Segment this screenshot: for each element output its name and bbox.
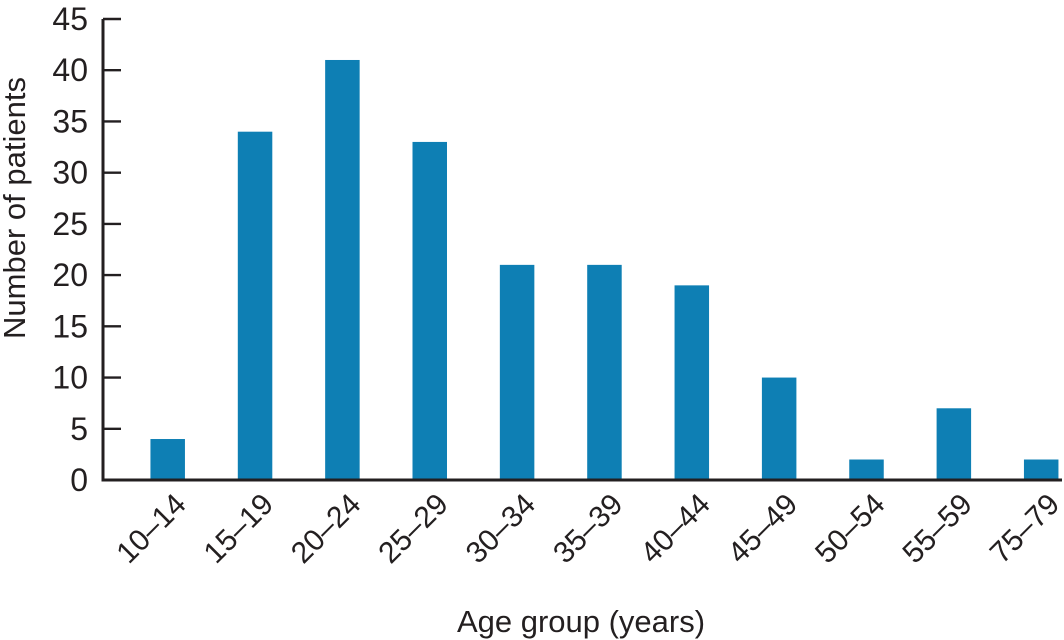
y-tick-label-0: 0 (70, 462, 88, 498)
axes-group (101, 19, 1062, 482)
x-tick-label-45–49: 45–49 (722, 488, 804, 570)
y-tick-label-25: 25 (52, 206, 88, 242)
bar-15–19 (237, 131, 273, 480)
y-tick-label-15: 15 (52, 308, 88, 344)
x-tick-label-15–19: 15–19 (198, 488, 280, 570)
bar-50–54 (849, 459, 884, 480)
bar-45–49 (761, 377, 797, 480)
x-axis-title: Age group (years) (457, 604, 705, 639)
x-tick-label-55–59: 55–59 (896, 488, 978, 570)
bar-20–24 (325, 59, 360, 480)
x-tick-label-50–54: 50–54 (809, 488, 891, 570)
x-tick-label-75–79: 75–79 (984, 488, 1064, 570)
bar-10–14 (150, 439, 185, 480)
y-tick-label-30: 30 (52, 155, 88, 191)
x-tick-label-40–44: 40–44 (634, 488, 716, 570)
bar-40–44 (674, 285, 710, 480)
y-tick-labels-group: 0 5 10 15 20 25 30 35 40 45 (52, 1, 88, 498)
bar-55–59 (936, 408, 972, 480)
bars-group (150, 59, 1059, 480)
y-ticks-group (103, 17, 121, 430)
x-tick-label-20–24: 20–24 (285, 488, 367, 570)
bar-75–79 (1023, 459, 1059, 480)
x-tick-label-35–39: 35–39 (547, 488, 629, 570)
y-tick-label-20: 20 (52, 257, 88, 293)
x-tick-label-25–29: 25–29 (372, 488, 454, 570)
x-tick-label-30–34: 30–34 (460, 488, 542, 570)
bar-35–39 (587, 264, 622, 480)
x-tick-label-10–14: 10–14 (110, 488, 192, 570)
x-tick-labels-group: 10–14 15–19 20–24 25–29 30–34 35–39 40–44 45–49… (110, 488, 1064, 570)
y-tick-label-5: 5 (70, 411, 88, 447)
bar-30–34 (499, 264, 535, 480)
bar-25–29 (412, 141, 447, 480)
y-axis-title: Number of patients (0, 77, 32, 339)
y-tick-label-10: 10 (52, 360, 88, 396)
y-tick-label-35: 35 (52, 103, 88, 139)
y-tick-label-45: 45 (52, 1, 88, 37)
y-tick-label-40: 40 (52, 52, 88, 88)
